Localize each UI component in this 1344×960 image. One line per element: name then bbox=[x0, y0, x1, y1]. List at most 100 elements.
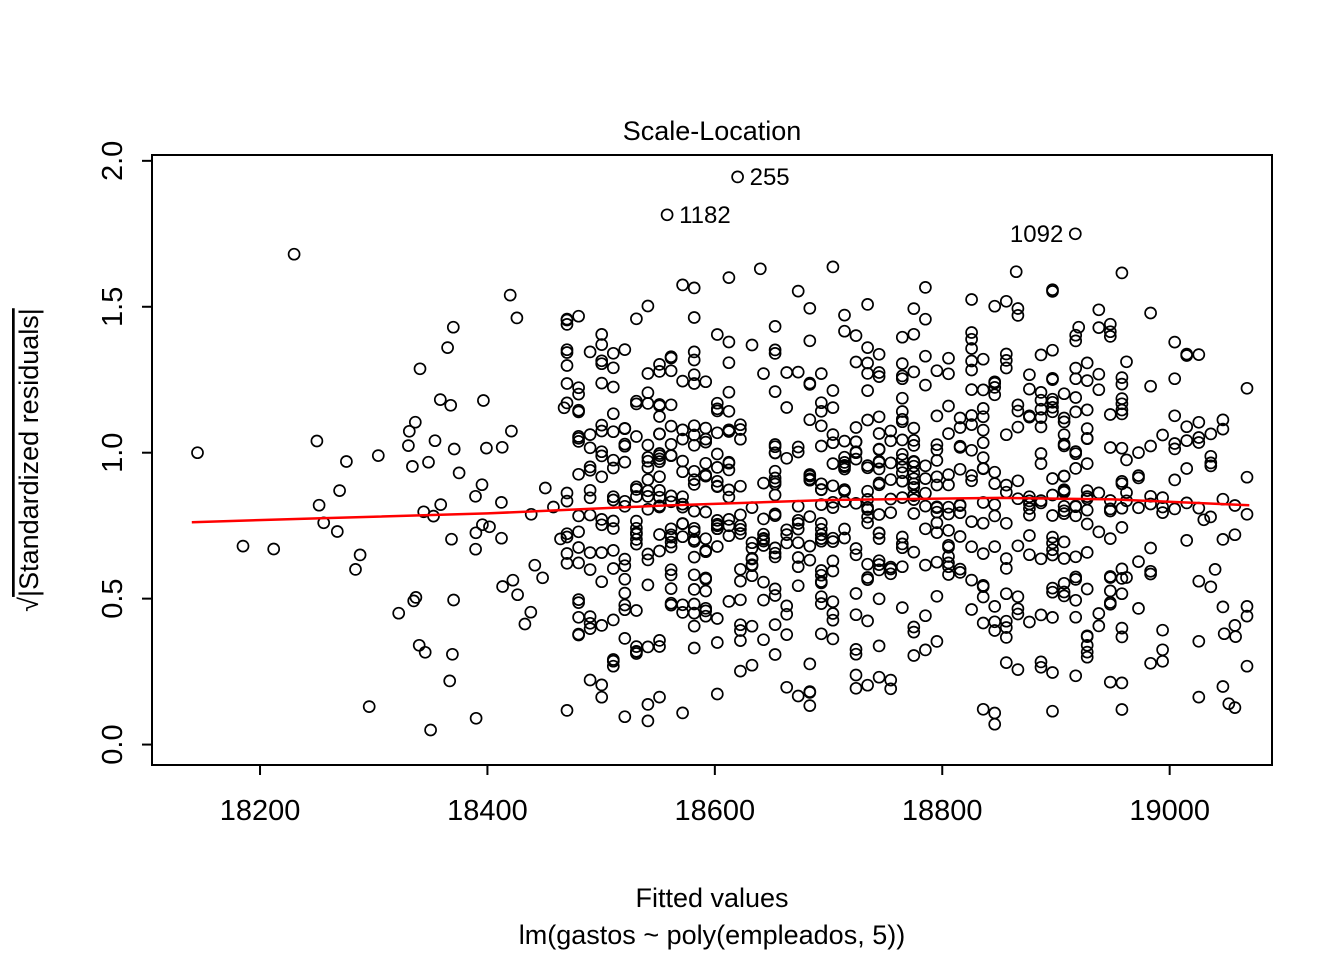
data-point bbox=[999, 631, 1013, 644]
data-point bbox=[1180, 349, 1194, 362]
data-point bbox=[710, 402, 724, 416]
data-point bbox=[595, 354, 609, 368]
data-point bbox=[1023, 409, 1036, 423]
data-point bbox=[447, 442, 461, 456]
data-point bbox=[606, 562, 620, 575]
data-point bbox=[953, 566, 967, 579]
data-point bbox=[664, 364, 678, 378]
data-point bbox=[1216, 533, 1230, 546]
data-point bbox=[814, 404, 828, 418]
data-point bbox=[699, 456, 713, 470]
data-point bbox=[392, 606, 406, 620]
data-point bbox=[641, 473, 655, 487]
data-point bbox=[518, 617, 532, 631]
data-point bbox=[641, 714, 655, 728]
data-point bbox=[699, 469, 713, 483]
data-point bbox=[444, 398, 458, 412]
data-point bbox=[687, 568, 701, 582]
data-point bbox=[814, 483, 828, 497]
data-point bbox=[884, 562, 898, 576]
data-point bbox=[942, 367, 955, 381]
data-point bbox=[791, 284, 805, 298]
data-point bbox=[872, 532, 886, 545]
data-point bbox=[1132, 446, 1145, 459]
data-point bbox=[814, 627, 828, 641]
data-point bbox=[965, 418, 978, 431]
data-point bbox=[687, 504, 701, 518]
data-point bbox=[469, 489, 482, 503]
data-point bbox=[583, 563, 597, 576]
data-point bbox=[907, 302, 921, 315]
data-point bbox=[476, 518, 489, 532]
data-point bbox=[826, 479, 840, 493]
data-point bbox=[734, 527, 747, 540]
data-point bbox=[618, 572, 632, 586]
data-point bbox=[722, 513, 736, 526]
data-point bbox=[1240, 609, 1254, 623]
data-point bbox=[618, 559, 632, 573]
data-point bbox=[572, 467, 585, 481]
data-point bbox=[630, 483, 643, 496]
data-point bbox=[653, 528, 666, 541]
data-point bbox=[618, 422, 632, 436]
data-point bbox=[814, 534, 828, 548]
data-point bbox=[630, 312, 643, 326]
data-point bbox=[988, 388, 1002, 402]
data-point bbox=[861, 461, 874, 475]
x-tick-label: 18600 bbox=[675, 795, 756, 827]
data-point bbox=[965, 293, 978, 306]
data-point bbox=[371, 449, 385, 462]
data-point bbox=[699, 505, 713, 519]
data-point bbox=[942, 550, 955, 563]
data-point bbox=[676, 423, 689, 437]
data-point bbox=[1057, 585, 1071, 599]
data-point bbox=[583, 491, 597, 505]
data-point bbox=[838, 522, 851, 536]
data-point bbox=[965, 469, 978, 482]
data-point bbox=[699, 532, 713, 546]
data-point bbox=[1120, 486, 1133, 499]
data-point bbox=[768, 488, 782, 502]
data-point bbox=[930, 505, 944, 519]
data-point bbox=[791, 513, 805, 527]
data-point bbox=[1092, 321, 1106, 334]
data-point bbox=[999, 516, 1013, 530]
data-point bbox=[1057, 469, 1071, 483]
data-point bbox=[942, 507, 955, 521]
data-point bbox=[676, 706, 689, 720]
data-point bbox=[988, 498, 1002, 511]
data-point bbox=[976, 547, 990, 560]
data-point bbox=[919, 378, 932, 392]
data-point bbox=[560, 359, 574, 372]
data-point bbox=[687, 583, 701, 596]
data-point bbox=[999, 614, 1013, 628]
data-point bbox=[745, 569, 759, 583]
data-point bbox=[1103, 675, 1117, 689]
data-point bbox=[528, 558, 542, 572]
data-point bbox=[780, 366, 794, 379]
data-point bbox=[965, 332, 978, 346]
data-point bbox=[618, 598, 632, 612]
data-point bbox=[1046, 472, 1059, 485]
data-point bbox=[595, 513, 609, 526]
data-point bbox=[803, 301, 817, 315]
data-point bbox=[583, 508, 597, 522]
data-point bbox=[630, 514, 643, 528]
data-point bbox=[560, 318, 574, 331]
data-point bbox=[664, 522, 678, 536]
data-point bbox=[1115, 266, 1129, 280]
data-point bbox=[595, 328, 609, 341]
data-point bbox=[1034, 348, 1048, 362]
data-point bbox=[907, 625, 921, 639]
data-point bbox=[814, 516, 828, 530]
data-point bbox=[664, 540, 678, 554]
data-point bbox=[1192, 415, 1206, 429]
data-point bbox=[653, 640, 666, 653]
data-point bbox=[1057, 415, 1071, 429]
data-point bbox=[1069, 361, 1083, 375]
data-point bbox=[402, 439, 415, 452]
data-point bbox=[687, 641, 701, 655]
data-point bbox=[524, 605, 538, 619]
data-point bbox=[495, 531, 508, 545]
data-point bbox=[606, 490, 620, 504]
